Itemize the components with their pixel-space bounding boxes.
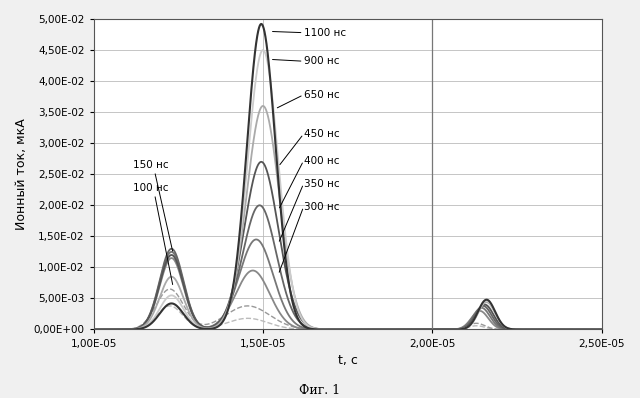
Y-axis label: Ионный ток, мкА: Ионный ток, мкА bbox=[15, 118, 28, 230]
Text: 450 нс: 450 нс bbox=[303, 129, 339, 139]
Text: 900 нс: 900 нс bbox=[303, 56, 339, 66]
Text: 150 нс: 150 нс bbox=[132, 160, 168, 170]
Text: 650 нс: 650 нс bbox=[303, 90, 339, 100]
Text: 1100 нс: 1100 нс bbox=[303, 28, 346, 38]
Text: 350 нс: 350 нс bbox=[303, 179, 339, 189]
X-axis label: t, c: t, c bbox=[338, 354, 358, 367]
Text: 100 нс: 100 нс bbox=[132, 183, 168, 193]
Text: 300 нс: 300 нс bbox=[303, 201, 339, 212]
Text: 400 нс: 400 нс bbox=[303, 156, 339, 166]
Text: Фиг. 1: Фиг. 1 bbox=[300, 384, 340, 397]
